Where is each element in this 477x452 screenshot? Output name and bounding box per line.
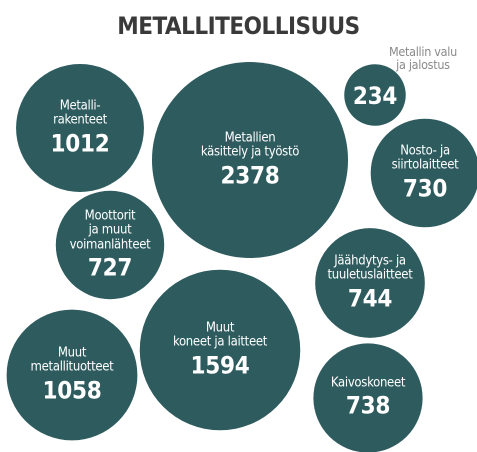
value-label: 1012 [50, 129, 110, 158]
value-label: 744 [347, 284, 393, 313]
value-label: 1058 [42, 376, 102, 405]
bubble-label: Metallien käsittely ja työstö 2378 [200, 130, 300, 190]
value-label: 730 [402, 174, 448, 203]
bubble-label: Metalli- rakenteet 1012 [50, 98, 110, 158]
value-label: 2378 [220, 161, 280, 190]
bubble [344, 64, 406, 126]
bubble [6, 309, 138, 441]
bubble-label: Jäähdytys- ja tuuletuslaitteet 744 [327, 253, 413, 313]
bubble [370, 118, 477, 228]
bubble-label: Kaivoskoneet 738 [330, 375, 406, 420]
bubble-label: Moottorit ja muut voimanlähteet 727 [69, 208, 151, 282]
bubble [55, 190, 165, 300]
value-label: 1594 [190, 351, 250, 380]
bubble [313, 343, 423, 452]
value-label: 727 [87, 253, 133, 282]
category-label: Jäähdytys- ja tuuletuslaitteet [327, 253, 413, 283]
bubble [151, 61, 349, 259]
category-label: Muut metallituotteet [30, 345, 114, 375]
bubble-label: Muut metallituotteet 1058 [30, 345, 114, 405]
category-label: Muut koneet ja laitteet [172, 320, 268, 350]
bubble [315, 228, 425, 338]
bubble-label: 234 [353, 81, 397, 109]
category-label: Kaivoskoneet [330, 375, 406, 391]
bubble [16, 64, 144, 192]
category-label: Metalli- rakenteet [53, 98, 107, 128]
value-label: 738 [345, 391, 391, 420]
bubble-label: Nosto- ja siirtolaitteet 730 [391, 143, 459, 203]
bubble [139, 269, 301, 431]
bubble-label: Muut koneet ja laitteet 1594 [172, 320, 268, 380]
category-label: Metallien käsittely ja työstö [200, 130, 300, 160]
category-label: Metallin valu ja jalostus [389, 44, 457, 73]
value-label: 234 [352, 81, 398, 110]
category-label: Moottorit ja muut voimanlähteet [69, 208, 151, 252]
chart-title: METALLITEOLLISUUS [117, 12, 360, 40]
category-label: Nosto- ja siirtolaitteet [391, 143, 459, 173]
